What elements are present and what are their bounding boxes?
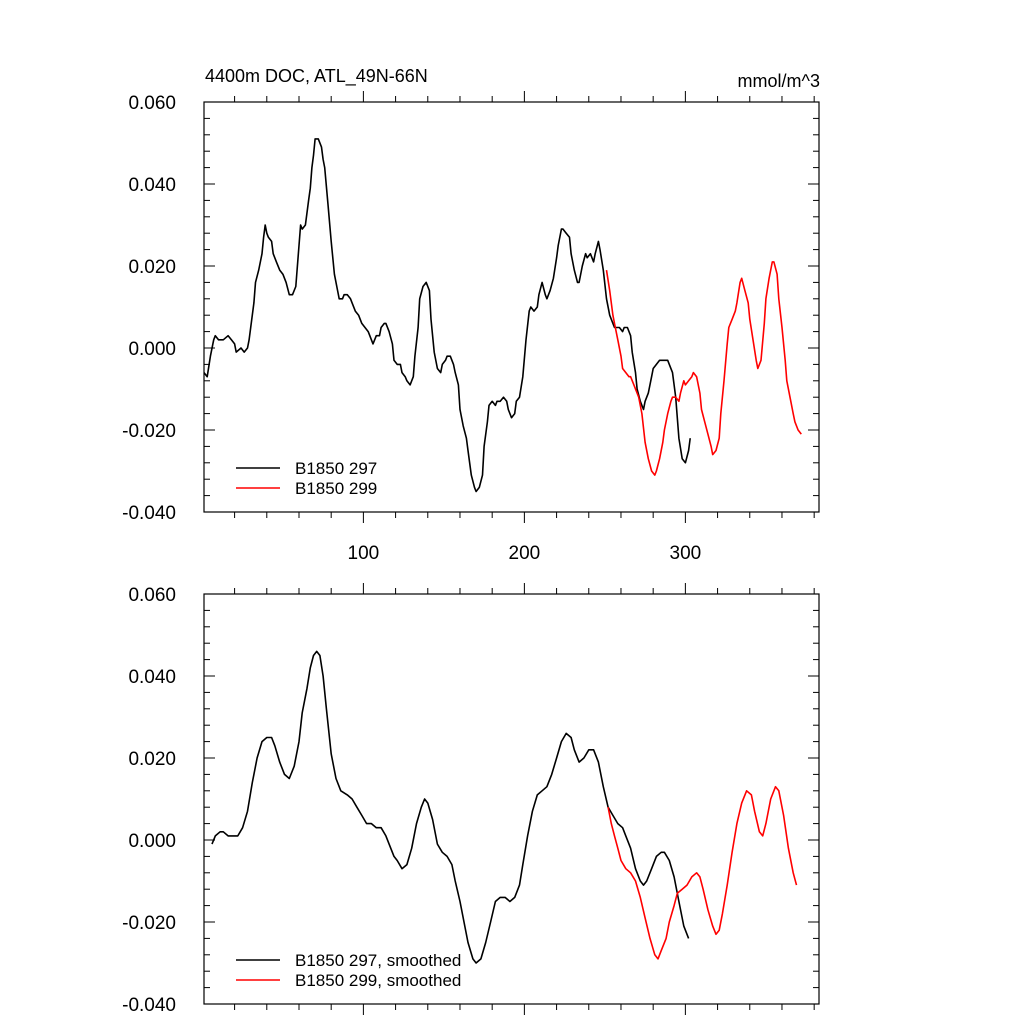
y-tick-label: -0.040: [122, 995, 176, 1016]
series-lines: [211, 650, 798, 964]
chart-units: mmol/m^3: [738, 71, 820, 91]
y-tick-label: 0.000: [128, 339, 176, 360]
y-axis-labels: -0.040 -0.020 0.000 0.020 0.040 0.060: [122, 585, 176, 1016]
series-line: [607, 785, 798, 960]
y-tick-label: 0.060: [128, 93, 176, 114]
y-tick-label: -0.020: [122, 421, 176, 442]
legend-label: B1850 299: [295, 479, 377, 498]
y-tick-label: 0.020: [128, 257, 176, 278]
y-tick-label: 0.040: [128, 175, 176, 196]
bottom-panel: -0.040 -0.020 0.000 0.020 0.040 0.060 B1850 2…: [122, 583, 820, 1016]
axis-ticks: [204, 91, 819, 523]
legend-label: B1850 297, smoothed: [295, 951, 461, 970]
top-panel: 4400m DOC, ATL_49N-66N mmol/m^3 -0.040-0…: [122, 66, 820, 564]
series-line: [211, 650, 690, 964]
series-lines: [203, 138, 802, 493]
axis-ticks: [204, 583, 819, 1015]
x-tick-label: 200: [509, 543, 541, 564]
y-tick-label: -0.040: [122, 503, 176, 524]
x-tick-label: 300: [670, 543, 702, 564]
y-tick-label: 0.000: [128, 831, 176, 852]
y-tick-label: 0.040: [128, 667, 176, 688]
x-tick-label: 100: [348, 543, 380, 564]
legend-label: B1850 299, smoothed: [295, 971, 461, 990]
series-line: [203, 138, 691, 493]
series-line: [605, 261, 802, 476]
chart-title: 4400m DOC, ATL_49N-66N: [205, 66, 428, 87]
y-tick-label: 0.060: [128, 585, 176, 606]
plot-frame: [203, 101, 820, 513]
y-tick-label: -0.020: [122, 913, 176, 934]
plot-frame: [203, 593, 820, 1005]
y-axis-labels: -0.040 -0.020 0.000 0.020 0.040 0.060: [122, 93, 176, 524]
legend-label: B1850 297: [295, 459, 377, 478]
x-axis-labels: 100 200 300: [348, 543, 702, 564]
y-tick-label: 0.020: [128, 749, 176, 770]
